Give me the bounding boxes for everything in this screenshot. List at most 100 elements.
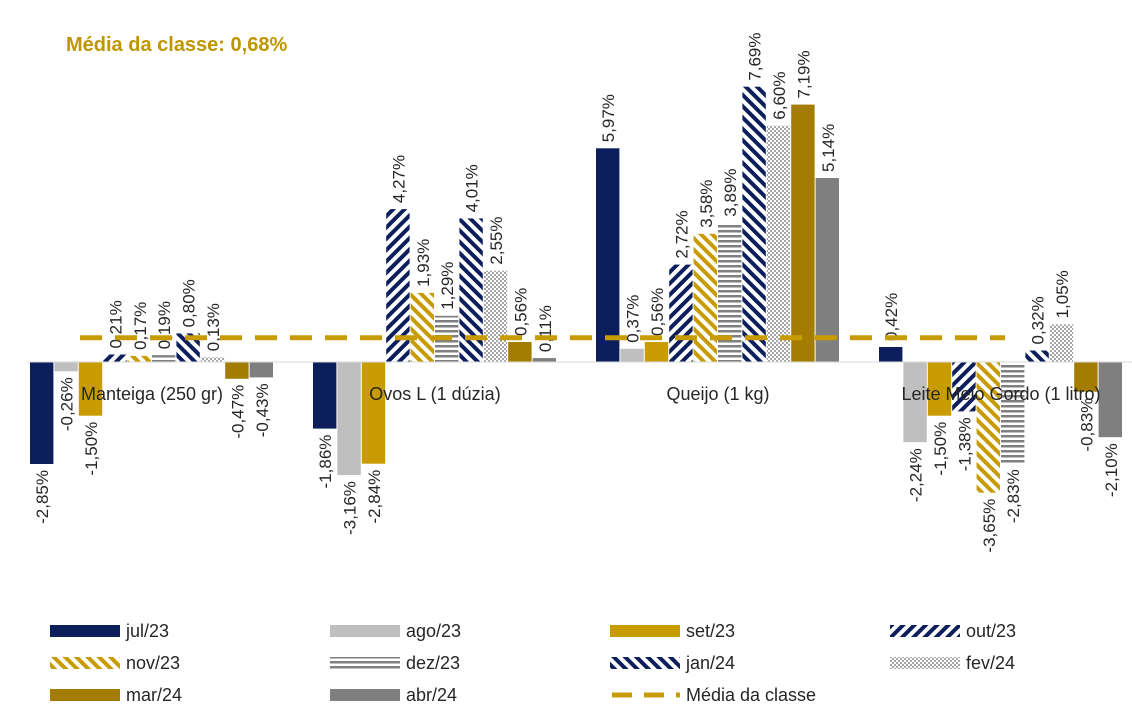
- data-label-ago-23-ovos-l-1-duzia: -3,16%: [341, 481, 360, 535]
- bar-jan-24-leite-meio-gordo-1-litro: [1025, 350, 1049, 362]
- legend-swatch-mar-24: [50, 689, 120, 701]
- legend-item-ago-23: ago/23: [330, 620, 461, 642]
- legend-item-media-da-classe: Média da classe: [610, 684, 816, 706]
- data-label-out-23-manteiga-250-gr: 0,21%: [106, 300, 125, 348]
- legend: jul/23 ago/23 set/23 out/23 nov/23 dez/23 jan/…: [50, 620, 1110, 715]
- bar-out-23-manteiga-250-gr: [103, 354, 127, 362]
- legend-label-media-da-classe: Média da classe: [686, 684, 817, 705]
- legend-item-nov-23: nov/23: [50, 652, 180, 674]
- bar-nov-23-queijo-1-kg: [693, 233, 717, 362]
- data-label-dez-23-queijo-1-kg: 3,89%: [721, 168, 740, 216]
- data-label-fev-24-manteiga-250-gr: 0,13%: [204, 303, 223, 351]
- bar-abr-24-ovos-l-1-duzia: [532, 358, 556, 362]
- bar-abr-24-manteiga-250-gr: [249, 362, 273, 378]
- bar-ago-23-leite-meio-gordo-1-litro: [903, 362, 927, 443]
- data-label-jan-24-queijo-1-kg: 7,69%: [746, 32, 765, 80]
- chart-title: Média da classe: 0,68%: [66, 34, 288, 56]
- category-label-queijo-1-kg: Queijo (1 kg): [666, 384, 769, 404]
- data-label-ago-23-leite-meio-gordo-1-litro: -2,24%: [907, 448, 926, 502]
- bar-out-23-leite-meio-gordo-1-litro: [952, 362, 976, 412]
- bar-jul-23-queijo-1-kg: [596, 148, 620, 362]
- bar-abr-24-queijo-1-kg: [815, 178, 839, 362]
- bar-set-23-ovos-l-1-duzia: [361, 362, 386, 464]
- data-label-nov-23-ovos-l-1-duzia: 1,93%: [414, 239, 433, 287]
- data-label-mar-24-ovos-l-1-duzia: 0,56%: [511, 288, 530, 336]
- data-label-dez-23-leite-meio-gordo-1-litro: -2,83%: [1004, 469, 1023, 523]
- legend-item-set-23: set/23: [610, 620, 735, 642]
- bar-set-23-queijo-1-kg: [644, 342, 669, 362]
- legend-item-jan-24: jan/24: [610, 652, 735, 674]
- legend-item-jul-23: jul/23: [50, 620, 169, 642]
- legend-label-dez-23: dez/23: [406, 652, 461, 673]
- bar-mar-24-queijo-1-kg: [791, 104, 815, 362]
- data-label-abr-24-queijo-1-kg: 5,14%: [819, 124, 838, 172]
- bar-out-23-queijo-1-kg: [669, 264, 693, 362]
- legend-swatch-ago-23: [330, 625, 400, 637]
- data-label-jul-23-queijo-1-kg: 5,97%: [599, 94, 618, 142]
- data-label-dez-23-ovos-l-1-duzia: 1,29%: [438, 262, 457, 310]
- bar-jan-24-queijo-1-kg: [742, 86, 766, 362]
- category-label-manteiga-250-gr: Manteiga (250 gr): [81, 384, 223, 404]
- data-label-nov-23-queijo-1-kg: 3,58%: [697, 180, 716, 228]
- data-label-jul-23-manteiga-250-gr: -2,85%: [33, 470, 52, 524]
- legend-item-fev-24: fev/24: [890, 652, 1015, 674]
- data-label-nov-23-leite-meio-gordo-1-litro: -3,65%: [980, 499, 999, 553]
- data-label-abr-24-leite-meio-gordo-1-litro: -2,10%: [1102, 443, 1121, 497]
- bar-jul-23-manteiga-250-gr: [30, 362, 54, 464]
- data-label-mar-24-manteiga-250-gr: -0,47%: [228, 385, 247, 439]
- data-label-jan-24-ovos-l-1-duzia: 4,01%: [463, 164, 482, 212]
- data-label-jan-24-manteiga-250-gr: 0,80%: [180, 279, 199, 327]
- bar-jan-24-ovos-l-1-duzia: [459, 218, 483, 362]
- data-label-set-23-manteiga-250-gr: -1,50%: [82, 422, 101, 476]
- bar-mar-24-manteiga-250-gr: [225, 362, 249, 379]
- legend-swatch-media-da-classe: [612, 692, 680, 698]
- legend-item-mar-24: mar/24: [50, 684, 182, 706]
- legend-item-out-23: out/23: [890, 620, 1016, 642]
- data-label-set-23-ovos-l-1-duzia: -2,84%: [365, 470, 384, 524]
- legend-swatch-dez-23: [330, 657, 400, 669]
- data-label-fev-24-leite-meio-gordo-1-litro: 1,05%: [1053, 270, 1072, 318]
- bar-dez-23-manteiga-250-gr: [152, 355, 176, 362]
- bar-ago-23-ovos-l-1-duzia: [337, 362, 361, 476]
- legend-label-mar-24: mar/24: [126, 684, 183, 705]
- legend-label-nov-23: nov/23: [126, 652, 181, 673]
- data-label-abr-24-manteiga-250-gr: -0,43%: [253, 383, 272, 437]
- bar-set-23-manteiga-250-gr: [78, 362, 103, 416]
- data-label-fev-24-queijo-1-kg: 6,60%: [770, 71, 789, 119]
- bar-fev-24-leite-meio-gordo-1-litro: [1049, 324, 1074, 362]
- data-label-mar-24-leite-meio-gordo-1-litro: -0,83%: [1077, 398, 1096, 452]
- bar-jan-24-manteiga-250-gr: [176, 333, 200, 362]
- bar-out-23-ovos-l-1-duzia: [386, 209, 410, 362]
- bar-ago-23-queijo-1-kg: [620, 348, 644, 362]
- bar-fev-24-manteiga-250-gr: [200, 357, 225, 362]
- legend-swatch-out-23: [890, 625, 960, 637]
- data-label-jul-23-leite-meio-gordo-1-litro: 0,42%: [882, 293, 901, 341]
- bar-mar-24-ovos-l-1-duzia: [508, 342, 532, 362]
- bar-nov-23-leite-meio-gordo-1-litro: [976, 362, 1000, 493]
- data-label-out-23-leite-meio-gordo-1-litro: -1,38%: [955, 417, 974, 471]
- bar-jul-23-leite-meio-gordo-1-litro: [879, 347, 903, 362]
- data-label-jan-24-leite-meio-gordo-1-litro: 0,32%: [1029, 296, 1048, 344]
- legend-swatch-nov-23: [50, 657, 120, 669]
- legend-label-abr-24: abr/24: [406, 684, 458, 705]
- bar-fev-24-ovos-l-1-duzia: [483, 270, 508, 362]
- legend-item-dez-23: dez/23: [330, 652, 460, 674]
- legend-swatch-jul-23: [50, 625, 120, 637]
- bar-mar-24-leite-meio-gordo-1-litro: [1074, 362, 1098, 392]
- data-label-fev-24-ovos-l-1-duzia: 2,55%: [487, 216, 506, 264]
- category-label-leite-meio-gordo-1-litro: Leite Meio Gordo (1 litro): [901, 384, 1100, 404]
- bar-dez-23-queijo-1-kg: [718, 222, 742, 362]
- data-label-set-23-queijo-1-kg: 0,56%: [648, 288, 667, 336]
- legend-swatch-set-23: [610, 625, 680, 637]
- legend-label-jul-23: jul/23: [126, 620, 170, 641]
- legend-swatch-abr-24: [330, 689, 400, 701]
- bar-jul-23-ovos-l-1-duzia: [313, 362, 337, 429]
- bar-ago-23-manteiga-250-gr: [54, 362, 78, 372]
- bar-fev-24-queijo-1-kg: [766, 125, 791, 362]
- legend-label-ago-23: ago/23: [406, 620, 462, 641]
- legend-label-out-23: out/23: [966, 620, 1017, 641]
- legend-swatch-fev-24: [890, 657, 960, 669]
- data-label-out-23-ovos-l-1-duzia: 4,27%: [389, 155, 408, 203]
- bar-dez-23-leite-meio-gordo-1-litro: [1001, 362, 1025, 464]
- legend-label-fev-24: fev/24: [966, 652, 1016, 673]
